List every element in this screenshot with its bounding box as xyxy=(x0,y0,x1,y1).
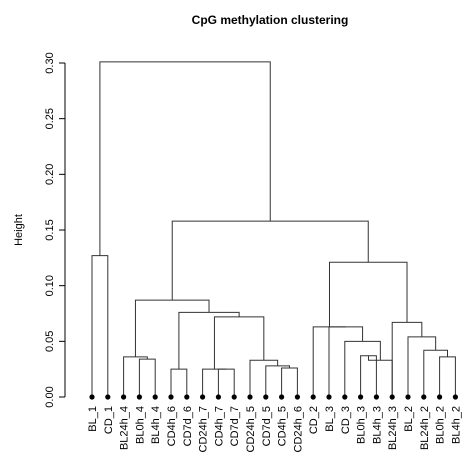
leaf-marker xyxy=(231,394,237,400)
leaf-label: BL4h_2 xyxy=(450,406,462,444)
leaf-label: BL24h_4 xyxy=(119,406,131,450)
dendrogram-branch xyxy=(328,326,364,397)
leaf-marker xyxy=(358,394,364,400)
dendrogram-branch xyxy=(328,261,408,327)
leaf-marker xyxy=(373,394,379,400)
leaf-marker xyxy=(152,394,158,400)
leaf-label: CD4h_6 xyxy=(166,406,178,446)
leaf-label: CD_1 xyxy=(103,406,115,434)
chart-title: CpG methylation clustering xyxy=(192,13,349,27)
leaf-marker xyxy=(294,394,300,400)
dendrogram-branch xyxy=(391,321,423,397)
leaf-label: BL4h_3 xyxy=(371,406,383,444)
leaf-label: CD_3 xyxy=(340,406,352,434)
leaf-marker xyxy=(89,394,95,400)
dendrogram-leaves: BL_1 CD_1 BL24h_4 BL0h_4 BL4h_4 CD4h_6 CD7d_6 C… xyxy=(87,394,462,452)
y-axis-label: Height xyxy=(13,214,25,246)
leaf-label: BL24h_2 xyxy=(419,406,431,450)
dendrogram-branch xyxy=(439,356,456,397)
leaf-marker xyxy=(405,394,411,400)
dendrogram-branch xyxy=(368,355,393,397)
leaf-label: BL4h_4 xyxy=(150,406,162,444)
dendrogram-branch xyxy=(171,220,369,301)
leaf-label: CD24h_5 xyxy=(245,406,257,452)
leaf-label: CD4h_7 xyxy=(213,406,225,446)
y-tick-label: 0.20 xyxy=(44,164,56,185)
dendrogram-branch xyxy=(123,356,148,397)
leaf-label: CD24h_7 xyxy=(198,406,210,452)
dendrogram-branches xyxy=(91,61,456,397)
leaf-marker xyxy=(389,394,395,400)
dendrogram-branch xyxy=(281,367,298,397)
dendrogram-branch xyxy=(213,316,265,370)
leaf-marker xyxy=(452,394,458,400)
leaf-label: BL24h_3 xyxy=(387,406,399,450)
dendrogram-branch xyxy=(99,61,271,256)
leaf-marker xyxy=(168,394,174,400)
leaf-marker xyxy=(263,394,269,400)
y-tick-label: 0.25 xyxy=(44,108,56,129)
dendrogram-branch xyxy=(360,355,377,397)
dendrogram-branch xyxy=(138,358,156,397)
dendrogram-branch xyxy=(170,368,188,397)
leaf-label: BL_1 xyxy=(87,406,99,432)
y-axis: 0.00 0.05 0.10 0.15 0.20 0.25 0.30 xyxy=(44,52,66,408)
leaf-marker xyxy=(200,394,206,400)
dendrogram-branch xyxy=(202,368,227,397)
y-tick-label: 0.00 xyxy=(44,386,56,407)
leaf-marker xyxy=(279,394,285,400)
leaf-label: BL_2 xyxy=(403,406,415,432)
dendrogram-branch xyxy=(407,336,437,397)
leaf-label: BL0h_3 xyxy=(356,406,368,444)
dendrogram-branch xyxy=(134,299,210,357)
dendrogram-branch xyxy=(217,368,235,397)
leaf-marker xyxy=(105,394,111,400)
leaf-label: BL0h_4 xyxy=(134,406,146,444)
dendrogram-branch xyxy=(178,311,240,370)
leaf-label: CD4h_5 xyxy=(277,406,289,446)
dendrogram-branch xyxy=(344,340,381,397)
leaf-label: CD_2 xyxy=(308,406,320,434)
y-tick-label: 0.05 xyxy=(44,331,56,352)
y-tick-label: 0.15 xyxy=(44,219,56,240)
leaf-marker xyxy=(326,394,332,400)
dendrogram-branch xyxy=(265,365,290,397)
leaf-marker xyxy=(421,394,427,400)
leaf-marker xyxy=(136,394,142,400)
leaf-marker xyxy=(310,394,316,400)
leaf-label: CD7d_5 xyxy=(261,406,273,446)
leaf-marker xyxy=(215,394,221,400)
leaf-label: BL0h_2 xyxy=(435,406,447,444)
dendrogram-branch xyxy=(91,255,109,397)
dendrogram-branch xyxy=(312,326,346,397)
leaf-label: CD7d_6 xyxy=(182,406,194,446)
leaf-label: BL_3 xyxy=(324,406,336,432)
leaf-marker xyxy=(342,394,348,400)
leaf-label: CD7d_7 xyxy=(229,406,241,446)
leaf-marker xyxy=(184,394,190,400)
leaf-marker xyxy=(247,394,253,400)
y-tick-label: 0.10 xyxy=(44,275,56,296)
y-tick-label: 0.30 xyxy=(44,52,56,73)
leaf-marker xyxy=(437,394,443,400)
leaf-marker xyxy=(121,394,127,400)
leaf-label: CD24h_6 xyxy=(292,406,304,452)
